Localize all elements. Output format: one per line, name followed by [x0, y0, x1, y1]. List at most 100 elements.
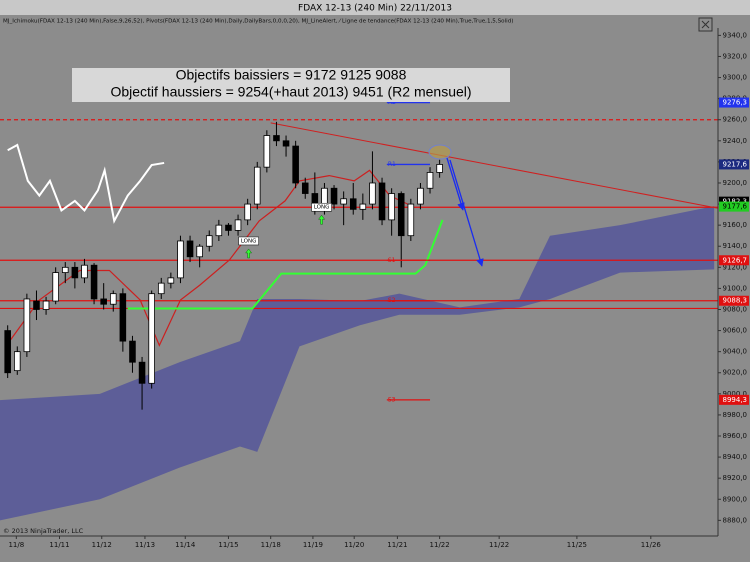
candle-body	[273, 135, 280, 142]
arrow	[446, 157, 465, 211]
candle-body	[61, 266, 69, 273]
y-tick-label: 9240,0	[723, 137, 748, 145]
candle-body	[426, 172, 434, 189]
candle-body	[81, 264, 88, 279]
y-tick-label: 8900,0	[723, 495, 748, 503]
y-tick-label: 9080,0	[723, 305, 748, 313]
x-tick-label: 11/15	[218, 541, 238, 549]
close-icon-cross	[701, 20, 710, 29]
price-marker-label: 9126,7	[723, 256, 748, 264]
title-bar	[0, 0, 750, 15]
signal-arrow	[245, 248, 253, 259]
price-marker	[719, 394, 749, 405]
pivot-label: S3	[388, 396, 396, 403]
x-tick-label: 11/19	[303, 541, 323, 549]
candle-body	[167, 277, 175, 284]
candle-body	[397, 193, 405, 237]
y-tick-label: 8960,0	[723, 432, 748, 440]
x-tick-label: 11/18	[261, 541, 281, 549]
signal-label: LONG	[314, 205, 330, 211]
y-tick-label: 9040,0	[723, 348, 748, 356]
candle-body	[349, 198, 357, 210]
close-icon[interactable]	[698, 17, 713, 32]
pivot-label: S2	[388, 297, 396, 304]
candle-body	[90, 264, 98, 300]
x-tick-label: 11/22	[489, 541, 509, 549]
trend-line	[270, 122, 719, 209]
x-tick-label: 11/8	[8, 541, 24, 549]
candle-body	[100, 298, 107, 305]
pivot-label: S1	[388, 257, 396, 264]
price-marker	[719, 97, 749, 108]
price-marker-label: 8994,3	[723, 396, 748, 404]
x-tick-label: 11/13	[135, 541, 155, 549]
price-marker	[719, 159, 749, 170]
signal-box	[311, 202, 332, 212]
annotation: Objectifs baissiers = 9172 9125 9088	[176, 67, 407, 83]
y-tick-label: 8920,0	[723, 474, 748, 482]
candle-body	[205, 235, 213, 247]
pivot-label: R2	[388, 99, 396, 106]
price-marker-label: 9276,3	[723, 99, 748, 107]
candle-body	[129, 340, 136, 363]
candle-body	[340, 198, 347, 205]
y-tick-label: 9300,0	[723, 74, 748, 82]
candle-body	[109, 293, 117, 305]
x-tick-label: 11/21	[387, 541, 407, 549]
y-tick-label: 9160,0	[723, 221, 748, 229]
x-tick-label: 11/22	[430, 541, 450, 549]
candle-body	[369, 182, 376, 205]
y-tick-label: 9060,0	[723, 327, 748, 335]
y-tick-label: 9320,0	[723, 52, 748, 60]
candle-body	[52, 272, 59, 302]
candle-body	[42, 300, 50, 310]
candle-body	[253, 166, 261, 205]
price-marker-label: 9217,6	[723, 160, 748, 168]
indicator-line	[127, 219, 444, 310]
candle-body	[436, 164, 443, 173]
y-tick-label: 9260,0	[723, 116, 748, 124]
arrow	[449, 159, 484, 267]
candle-body	[407, 203, 415, 237]
price-marker-label: 9177,6	[723, 203, 748, 211]
candle-body	[282, 140, 290, 147]
y-tick-label: 9340,0	[723, 31, 748, 39]
y-tick-label: 8880,0	[723, 516, 748, 524]
highlight-ellipse	[428, 144, 452, 160]
candle-body	[244, 203, 251, 221]
candle-body	[138, 361, 146, 384]
price-marker	[719, 255, 749, 266]
indicator-line	[7, 143, 165, 224]
signal-arrow	[318, 214, 326, 225]
candle-body	[196, 245, 203, 258]
candle-body	[215, 224, 223, 237]
y-tick-label: 8940,0	[723, 453, 748, 461]
candle-body	[23, 298, 31, 353]
candle-body	[330, 187, 338, 205]
y-tick-label: 8980,0	[723, 411, 748, 419]
candle-body	[301, 182, 309, 194]
plot-area: R2 R1 S1 S2 S3 LONG LONG	[0, 99, 719, 521]
price-marker	[719, 201, 749, 212]
candle-body	[234, 219, 242, 231]
candle-body	[177, 240, 184, 279]
signal-label: LONG	[241, 238, 257, 244]
ichimoku-cloud	[0, 206, 715, 521]
y-tick-label: 9000,0	[723, 390, 748, 398]
candle-body	[71, 266, 79, 279]
candle-body	[378, 182, 386, 221]
indicator-list: MJ_Ichimoku(FDAX 12-13 (240 Min),False,9…	[3, 19, 513, 25]
candle-body	[148, 293, 155, 384]
copyright: © 2013 NinjaTrader, LLC	[3, 527, 84, 535]
candle-body	[33, 300, 40, 310]
candle-body	[359, 203, 367, 210]
x-tick-label: 11/25	[567, 541, 587, 549]
price-marker	[719, 295, 749, 306]
price-marker-label: 9088,3	[723, 297, 748, 305]
candle-body	[263, 135, 271, 168]
y-tick-label: 9120,0	[723, 263, 748, 271]
x-tick-label: 11/11	[49, 541, 69, 549]
y-tick-label: 9200,0	[723, 179, 748, 187]
